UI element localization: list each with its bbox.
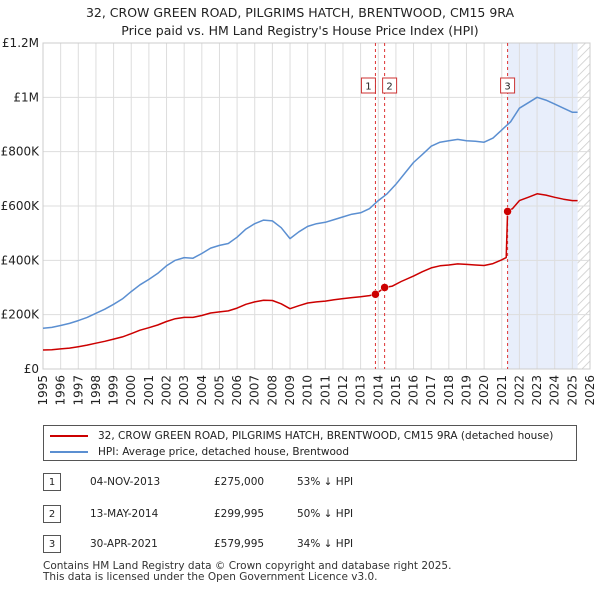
x-tick-label: 2018: [442, 375, 456, 406]
y-tick-label: £600K: [1, 199, 41, 213]
footer-line-licence: This data is licensed under the Open Gov…: [43, 571, 378, 583]
sale-date: 13-MAY-2014: [90, 508, 159, 520]
sale-price: £299,995: [214, 508, 265, 520]
hpi-series-line: [42, 96, 578, 330]
legend-label-hpi: HPI: Average price, detached house, Bren…: [98, 446, 349, 458]
sale-number-badge: 3: [43, 535, 61, 553]
x-tick-label: 2004: [195, 375, 209, 406]
x-tick-label: 2009: [283, 375, 297, 406]
sale-label-box: [500, 77, 516, 94]
footer-attribution: Contains HM Land Registry data © Crown c…: [43, 561, 451, 583]
legend-item-hpi: HPI: Average price, detached house, Bren…: [50, 444, 349, 460]
x-tick-label: 2011: [318, 375, 332, 406]
x-tick-label: 2012: [336, 375, 350, 406]
legend-swatch-hpi: [50, 451, 88, 453]
y-tick-label: £400K: [1, 253, 41, 267]
chart-title: 32, CROW GREEN ROAD, PILGRIMS HATCH, BRE…: [85, 5, 515, 20]
sale-label-text: 1: [365, 82, 371, 93]
sale-label-box: [360, 77, 376, 94]
x-tick-label: 2001: [142, 375, 156, 406]
y-tick-label: £200K: [1, 308, 41, 322]
sale-label-text: 3: [504, 82, 510, 93]
chart-subtitle: Price paid vs. HM Land Registry's House …: [121, 23, 479, 38]
x-tick-label: 2010: [301, 375, 315, 406]
y-tick-label: £1M: [13, 90, 39, 104]
x-tick-label: 2022: [512, 375, 526, 406]
x-tick-label: 2002: [160, 375, 174, 406]
x-tick-label: 2005: [212, 375, 226, 406]
sale-date: 30-APR-2021: [90, 538, 158, 550]
sale-point: [380, 283, 389, 292]
x-tick-label: 2015: [389, 375, 403, 406]
chart-legend: 32, CROW GREEN ROAD, PILGRIMS HATCH, BRE…: [43, 425, 577, 461]
x-tick-label: 2017: [424, 375, 438, 406]
x-tick-label: 2008: [265, 375, 279, 406]
sale-hpi-comparison: 34% ↓ HPI: [297, 538, 354, 550]
legend-item-property: 32, CROW GREEN ROAD, PILGRIMS HATCH, BRE…: [50, 428, 553, 444]
x-tick-label: 2023: [530, 375, 544, 406]
legend-swatch-property: [50, 435, 88, 437]
x-tick-label: 1996: [54, 375, 68, 406]
x-tick-label: 2024: [548, 375, 562, 406]
x-tick-label: 2013: [354, 375, 368, 406]
sale-label-text: 2: [386, 82, 392, 93]
x-tick-label: 2020: [477, 375, 491, 406]
x-tick-label: 1995: [36, 375, 50, 406]
plot-border: [42, 42, 591, 370]
y-tick-label: £800K: [1, 145, 41, 159]
y-tick-label: £0: [24, 362, 39, 376]
x-tick-label: 2014: [371, 375, 385, 406]
x-tick-label: 2025: [565, 375, 579, 406]
footer-line-copyright: Contains HM Land Registry data © Crown c…: [43, 560, 452, 572]
legend-label-property: 32, CROW GREEN ROAD, PILGRIMS HATCH, BRE…: [98, 430, 554, 442]
x-tick-label: 2006: [230, 375, 244, 406]
sale-label-box: [382, 77, 398, 94]
sale-number-badge: 1: [43, 473, 61, 491]
x-tick-label: 2021: [495, 375, 509, 406]
x-tick-label: 1999: [107, 375, 121, 406]
x-tick-label: 2026: [583, 375, 597, 406]
sale-row: 2 13-MAY-2014 £299,995 50% ↓ HPI: [43, 505, 583, 525]
y-tick-label: £1.2M: [2, 36, 39, 50]
sale-number-badge: 2: [43, 505, 61, 523]
x-tick-label: 2000: [124, 375, 138, 406]
x-tick-label: 2019: [459, 375, 473, 406]
sale-price: £275,000: [214, 476, 265, 488]
x-tick-label: 1997: [71, 375, 85, 406]
property-series-line: [42, 193, 578, 351]
x-tick-label: 1998: [89, 375, 103, 406]
x-tick-label: 2007: [248, 375, 262, 406]
sale-row: 1 04-NOV-2013 £275,000 53% ↓ HPI: [43, 473, 583, 493]
x-tick-label: 2016: [407, 375, 421, 406]
sale-point: [371, 290, 380, 299]
sale-row: 3 30-APR-2021 £579,995 34% ↓ HPI: [43, 535, 583, 555]
sale-price: £579,995: [214, 538, 265, 550]
sale-date: 04-NOV-2013: [90, 476, 161, 488]
sale-point: [503, 207, 512, 216]
sale-hpi-comparison: 53% ↓ HPI: [297, 476, 354, 488]
x-tick-label: 2003: [177, 375, 191, 406]
sale-hpi-comparison: 50% ↓ HPI: [297, 508, 354, 520]
